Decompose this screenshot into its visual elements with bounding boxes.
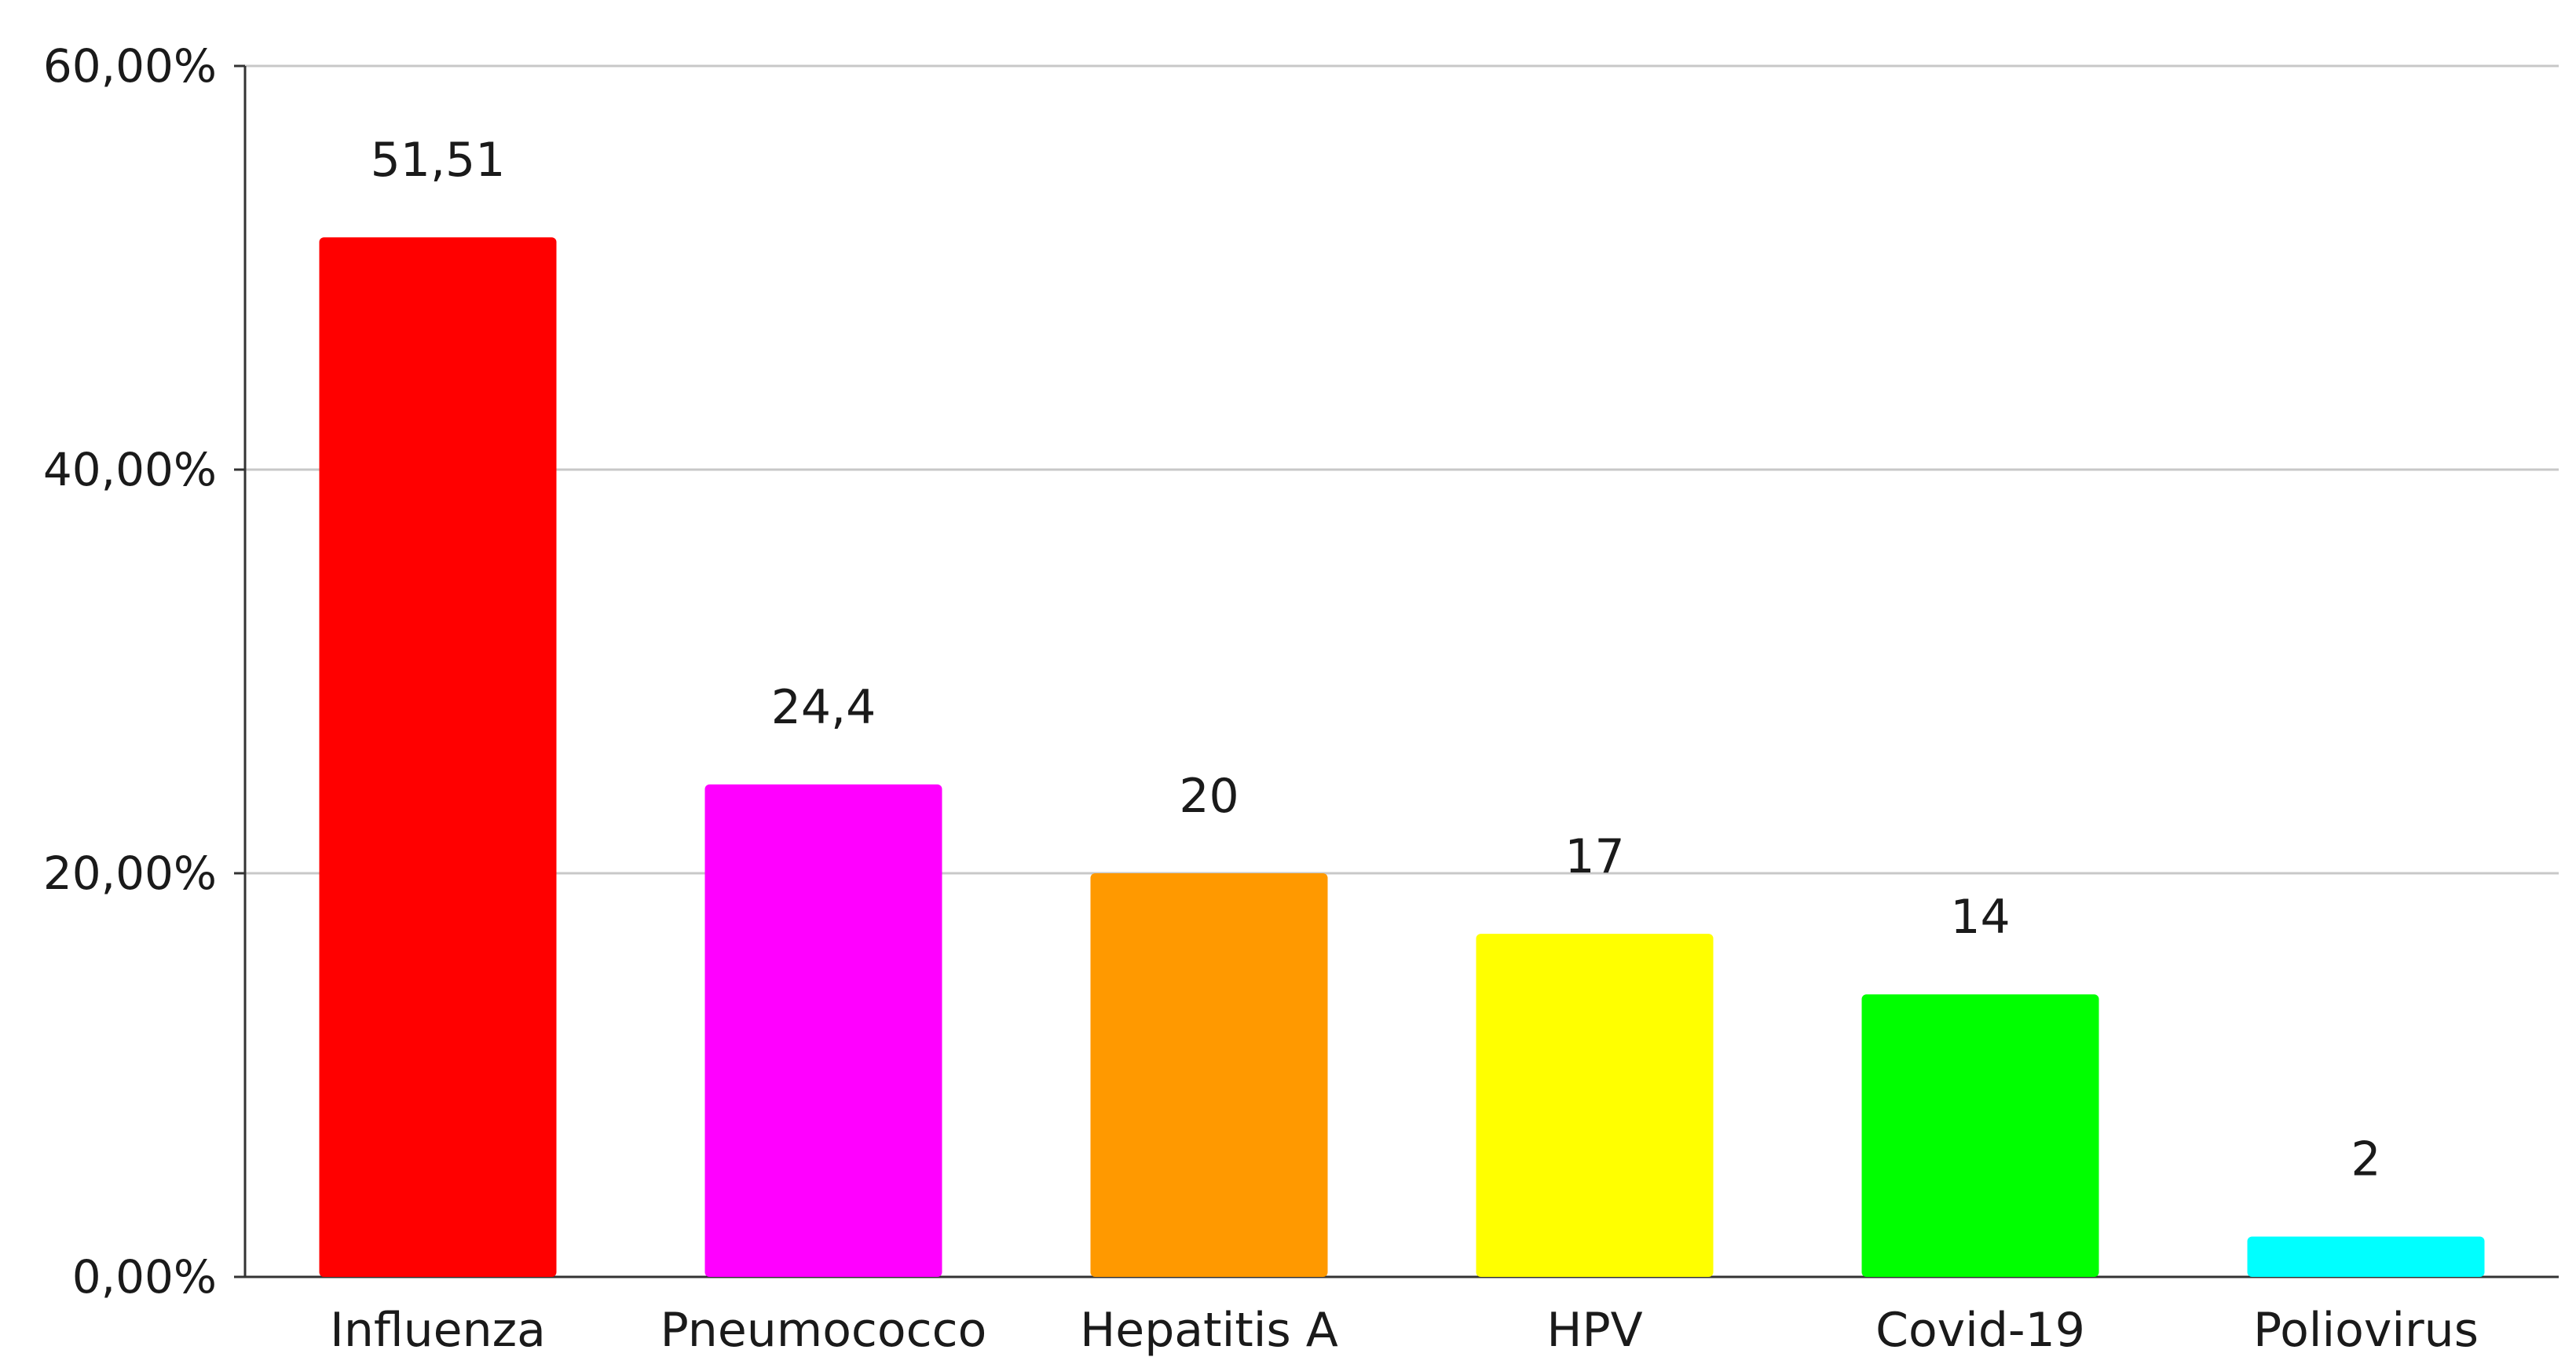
category-label: Hepatitis A bbox=[1080, 1303, 1338, 1357]
bar-covid-19 bbox=[1861, 994, 2099, 1277]
category-label: Poliovirus bbox=[2253, 1303, 2479, 1357]
data-label: 14 bbox=[1950, 890, 2010, 945]
data-label: 24,4 bbox=[771, 680, 876, 735]
data-label: 2 bbox=[2351, 1132, 2380, 1187]
y-tick-label: 0,00% bbox=[72, 1250, 217, 1304]
bar-hepatitis-a bbox=[1090, 873, 1328, 1277]
bar-pneumococco bbox=[704, 784, 942, 1277]
y-tick-label: 40,00% bbox=[43, 443, 217, 496]
y-tick-labels: 0,00% 20,00% 40,00% 60,00% bbox=[43, 39, 217, 1304]
data-labels: 51,51 24,4 20 17 14 2 bbox=[371, 133, 2381, 1187]
data-label: 51,51 bbox=[371, 133, 506, 188]
gridlines bbox=[245, 64, 2559, 875]
data-label: 17 bbox=[1564, 829, 1624, 884]
bar-hpv bbox=[1476, 934, 1714, 1277]
y-tick-label: 20,00% bbox=[43, 847, 217, 900]
category-label: Pneumococco bbox=[660, 1303, 987, 1357]
data-label: 20 bbox=[1179, 769, 1239, 824]
bar-influenza bbox=[319, 237, 557, 1277]
bars bbox=[319, 237, 2485, 1277]
bar-poliovirus bbox=[2247, 1236, 2485, 1277]
category-label: HPV bbox=[1546, 1303, 1642, 1357]
category-label: Covid-19 bbox=[1875, 1303, 2085, 1357]
category-label: Influenza bbox=[330, 1303, 546, 1357]
y-tick-label: 60,00% bbox=[43, 39, 217, 93]
category-labels: Influenza Pneumococco Hepatitis A HPV Covid-… bbox=[330, 1303, 2479, 1357]
axes bbox=[234, 64, 2559, 1278]
